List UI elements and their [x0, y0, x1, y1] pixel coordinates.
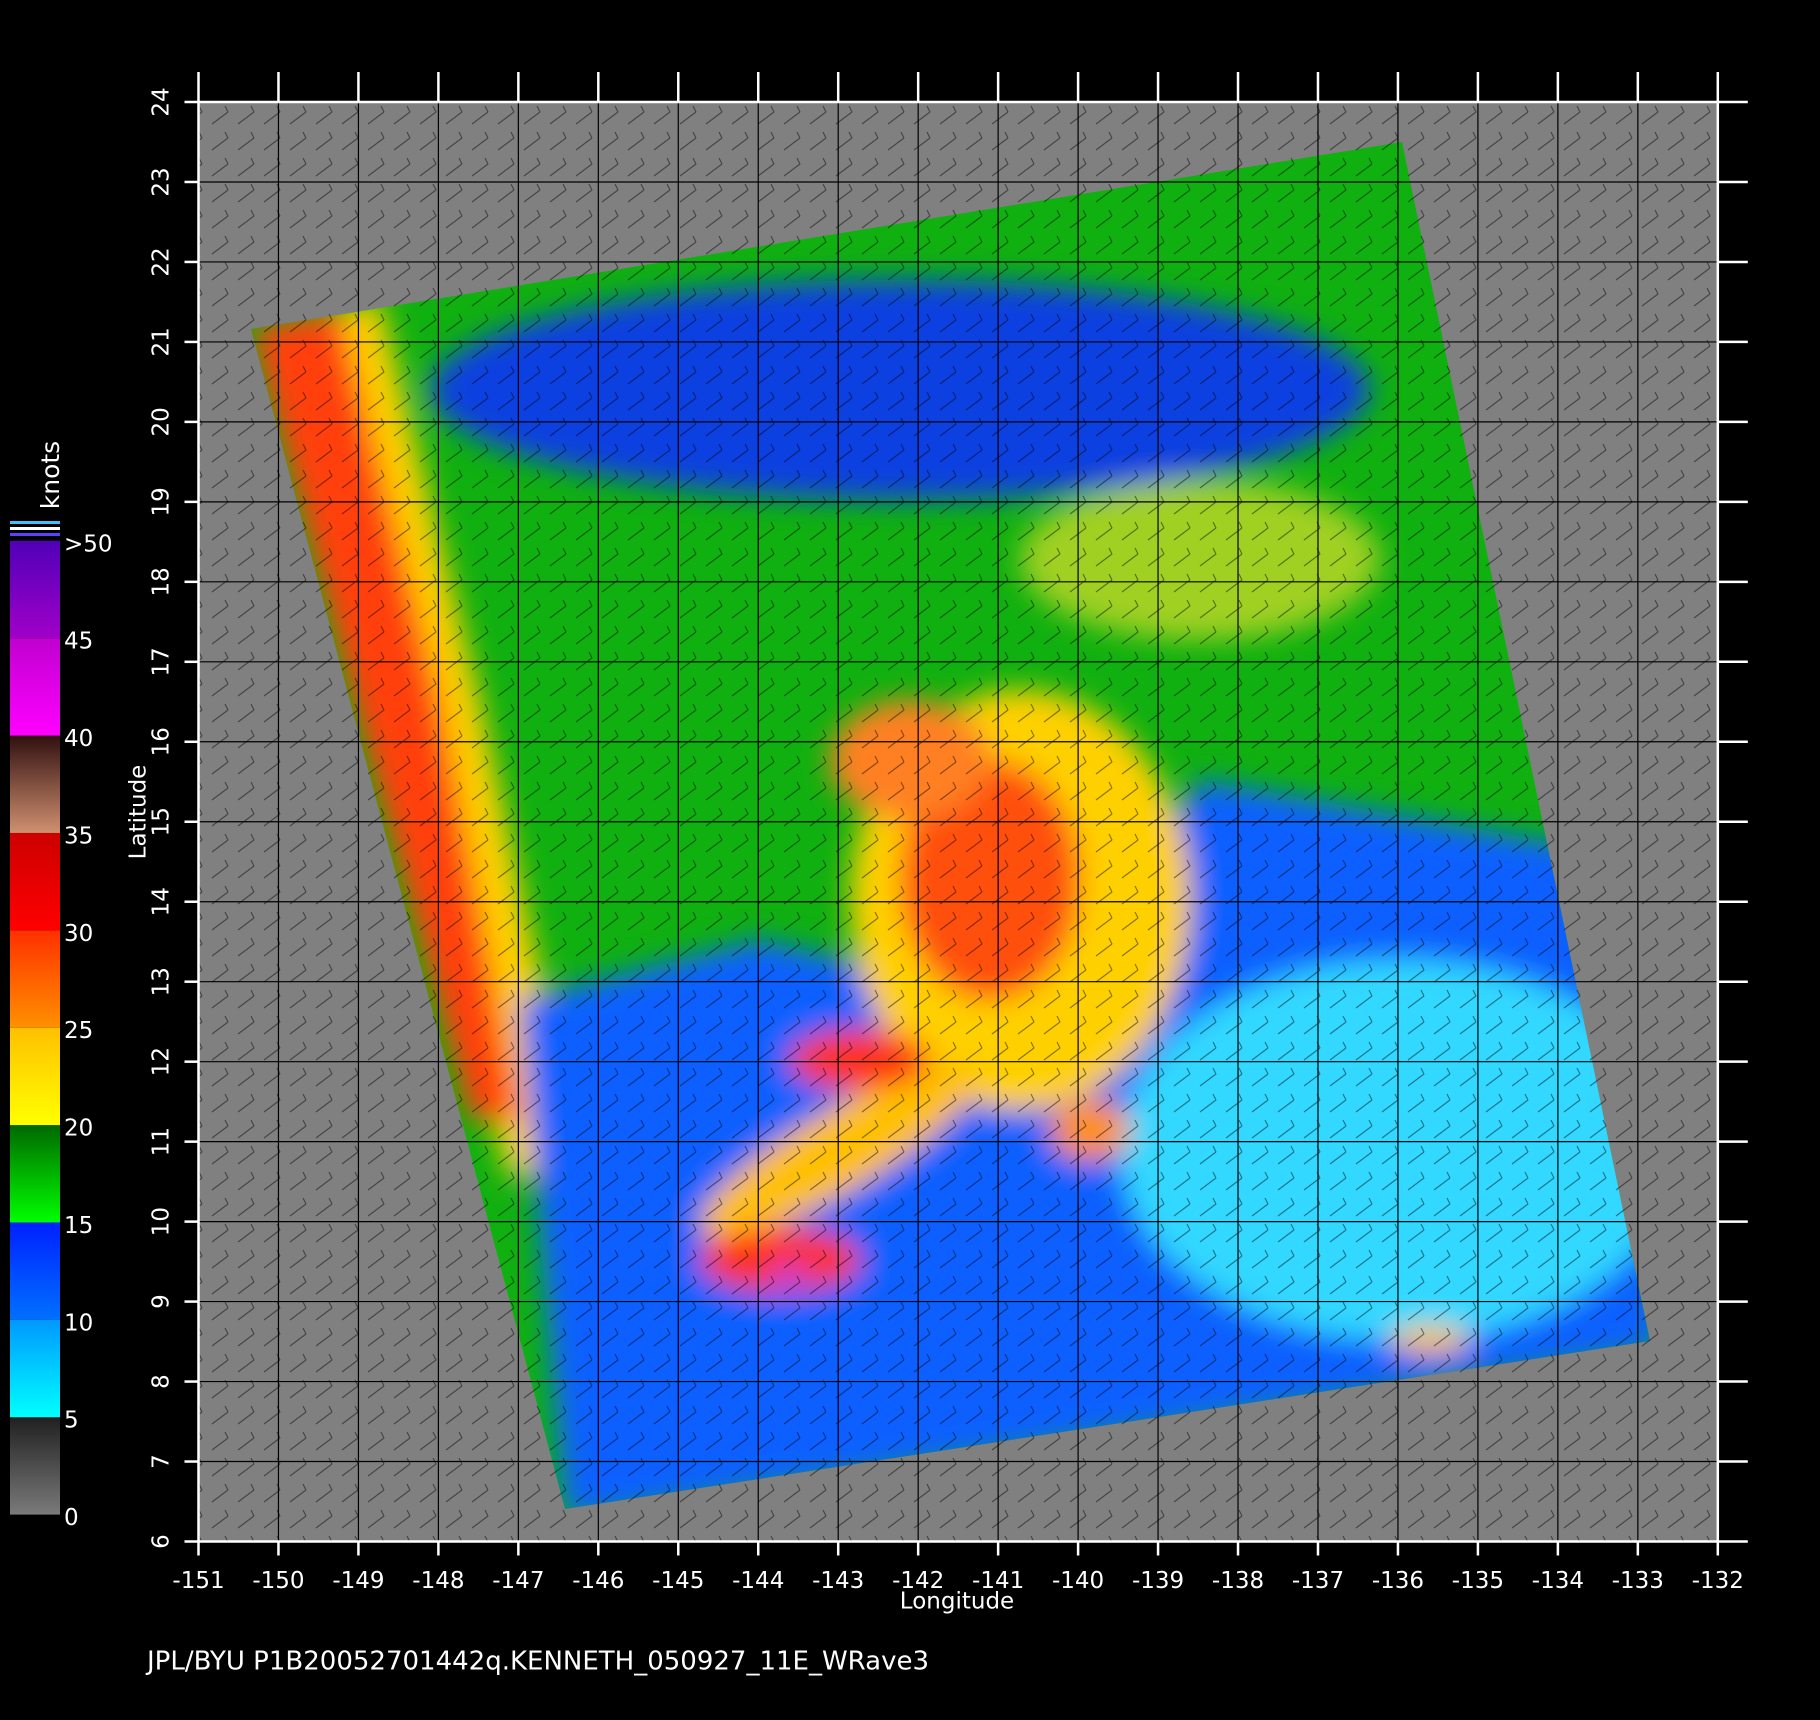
x-tick-label: -142 — [892, 1568, 944, 1594]
x-tick-label: -136 — [1372, 1568, 1424, 1594]
colorbar-tick-label: 35 — [64, 823, 93, 849]
x-tick-label: -135 — [1452, 1568, 1504, 1594]
colorbar-segment — [10, 930, 60, 1028]
colorbar-segment — [10, 832, 60, 931]
colorbar-segment — [10, 638, 60, 736]
colorbar-segment — [10, 540, 60, 639]
x-tick-label: -137 — [1292, 1568, 1344, 1594]
colorbar-segment — [10, 1319, 60, 1418]
colorbar-tick-label: >50 — [64, 531, 113, 557]
colorbar-tick-label: 10 — [64, 1310, 93, 1336]
colorbar-tick-label: 45 — [64, 629, 93, 655]
axes: -151 -150 -149 -148 -147 -146 -145 -144 -143 -142… — [149, 72, 1748, 1594]
colorbar-tick-label: 5 — [64, 1408, 79, 1434]
y-tick-label: 6 — [149, 1534, 175, 1549]
x-tick-label: -139 — [1132, 1568, 1184, 1594]
x-tick-label: -144 — [732, 1568, 784, 1594]
x-tick-label: -141 — [972, 1568, 1024, 1594]
y-tick-label: 14 — [149, 887, 175, 916]
y-tick-label: 11 — [149, 1127, 175, 1156]
y-tick-label: 10 — [149, 1207, 175, 1236]
colorbar-cap — [10, 533, 60, 536]
y-tick-label: 20 — [149, 407, 175, 436]
x-tick-label: -147 — [492, 1568, 544, 1594]
y-tick-label: 17 — [149, 647, 175, 676]
colorbar-tick-label: 30 — [64, 921, 93, 947]
colorbar-segment — [10, 1027, 60, 1126]
colorbar-label: knots — [36, 441, 65, 509]
x-tick-label: -150 — [252, 1568, 304, 1594]
y-tick-label: 24 — [149, 87, 175, 116]
x-tick-label: -146 — [572, 1568, 624, 1594]
colorbar-tick-label: 15 — [64, 1213, 93, 1239]
y-tick-label: 13 — [149, 967, 175, 996]
y-tick-label: 7 — [149, 1454, 175, 1469]
colorbar-cap — [10, 527, 60, 530]
colorbar-segment — [10, 1222, 60, 1320]
y-tick-label: 9 — [149, 1294, 175, 1309]
colorbar-segment — [10, 735, 60, 833]
x-tick-label: -149 — [332, 1568, 384, 1594]
x-axis-label: Longitude — [900, 1589, 1014, 1615]
colorbar-tick-label: 20 — [64, 1116, 93, 1142]
colorbar-segment — [10, 1125, 60, 1223]
y-tick-label: 16 — [149, 727, 175, 756]
colorbar-tick-label: 0 — [64, 1505, 79, 1531]
x-tick-label: -134 — [1532, 1568, 1584, 1594]
y-tick-label: 21 — [149, 327, 175, 356]
x-tick-label: -148 — [412, 1568, 464, 1594]
y-tick-label: 22 — [149, 247, 175, 276]
x-tick-label: -132 — [1692, 1568, 1744, 1594]
colorbar-segment — [10, 1417, 60, 1515]
y-tick-label: 19 — [149, 487, 175, 516]
colorbar-tick-label: 25 — [64, 1018, 93, 1044]
colorbar-cap — [10, 521, 60, 524]
x-tick-label: -145 — [652, 1568, 704, 1594]
y-axis-label: Latitude — [126, 765, 152, 860]
x-tick-label: -143 — [812, 1568, 864, 1594]
y-tick-label: 23 — [149, 167, 175, 196]
y-tick-label: 18 — [149, 567, 175, 596]
colorbar-tick-label: 40 — [64, 726, 93, 752]
x-tick-label: -138 — [1212, 1568, 1264, 1594]
y-tick-label: 15 — [149, 807, 175, 836]
y-tick-label: 12 — [149, 1047, 175, 1076]
x-tick-label: -140 — [1052, 1568, 1104, 1594]
x-tick-label: -133 — [1612, 1568, 1664, 1594]
x-tick-label: -151 — [172, 1568, 224, 1594]
footer: JPL/BYU P1B20052701442q.KENNETH_050927_1… — [145, 1647, 929, 1677]
y-tick-label: 8 — [149, 1374, 175, 1389]
